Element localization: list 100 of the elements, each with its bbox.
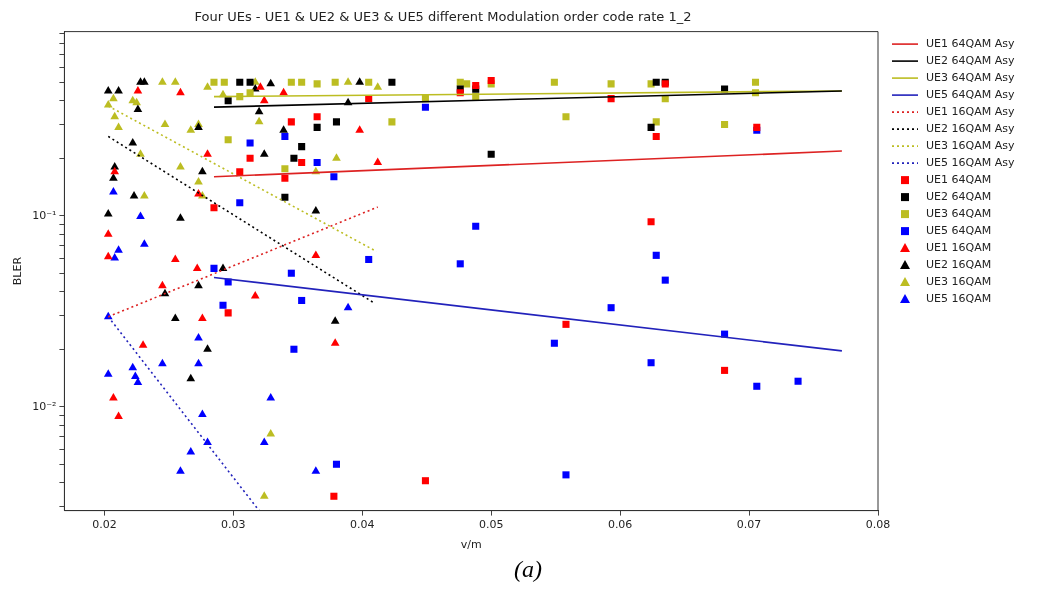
point (721, 121, 729, 129)
x-axis-title: v/m (460, 538, 482, 552)
point (421, 103, 429, 111)
point (158, 77, 167, 85)
legend-label: UE3 16QAM Asy (926, 138, 1015, 152)
point (472, 222, 480, 230)
point (203, 437, 212, 445)
point (259, 95, 269, 104)
point (487, 150, 495, 158)
point (224, 309, 232, 317)
point (647, 218, 655, 226)
point (298, 143, 306, 151)
point (170, 254, 180, 262)
point (331, 78, 339, 86)
point (194, 280, 203, 289)
point (203, 149, 212, 157)
point (332, 460, 340, 468)
point (343, 302, 353, 311)
point (114, 245, 123, 253)
point (298, 78, 306, 86)
legend-label: UE2 64QAM (926, 189, 992, 203)
point (136, 211, 145, 220)
point (103, 251, 113, 260)
point (158, 358, 167, 367)
point (236, 78, 244, 86)
point (170, 77, 180, 85)
point (114, 411, 123, 419)
point (246, 78, 254, 86)
point (103, 229, 113, 237)
point (421, 477, 429, 485)
point (355, 125, 365, 133)
point (456, 260, 464, 268)
point (109, 393, 118, 401)
point (203, 344, 212, 352)
point (279, 87, 288, 96)
point (652, 251, 660, 259)
point (343, 77, 353, 85)
point (652, 78, 660, 86)
point (259, 491, 269, 499)
point (103, 85, 113, 94)
point (170, 313, 180, 321)
text: (a) (513, 556, 543, 583)
point (224, 136, 232, 144)
legend-label: UE3 16QAM (926, 274, 992, 288)
point (136, 149, 145, 157)
point (313, 158, 321, 166)
chart-title: Four UEs - UE1 & UE2 & UE3 & UE5 different Modulation order code rate 1_2 (194, 9, 692, 25)
point (176, 213, 185, 221)
point (287, 269, 295, 277)
point (647, 359, 655, 367)
point (298, 296, 306, 305)
point (298, 158, 306, 166)
legend-label: UE2 16QAM Asy (926, 121, 1015, 135)
legend-label: UE1 64QAM Asy (926, 36, 1015, 50)
point (281, 174, 289, 182)
point (365, 78, 373, 86)
point (140, 239, 149, 247)
point (114, 122, 123, 130)
y-axis-title: BLER (11, 256, 25, 286)
point (110, 253, 120, 261)
point (203, 82, 212, 90)
point (140, 190, 149, 199)
x-tick-label: 0.08 (865, 518, 891, 532)
point (287, 78, 295, 86)
point (128, 138, 138, 146)
point (311, 250, 321, 258)
point (266, 78, 276, 87)
point (313, 123, 321, 131)
point (373, 82, 383, 90)
point (103, 369, 113, 377)
x-tick-label: 0.04 (350, 518, 375, 532)
point (652, 118, 660, 126)
point (114, 85, 123, 94)
point (158, 280, 167, 289)
point (281, 132, 289, 140)
point (129, 190, 139, 199)
point (365, 255, 373, 264)
legend-label: UE2 16QAM (926, 257, 992, 271)
legend-label: UE1 16QAM (926, 240, 992, 254)
point (254, 106, 264, 115)
point (198, 166, 207, 175)
point (224, 97, 232, 105)
point (313, 80, 321, 88)
point (607, 304, 615, 312)
point (279, 125, 288, 133)
point (607, 80, 615, 88)
point (210, 264, 218, 272)
point (256, 82, 265, 90)
point (103, 209, 113, 217)
point (192, 263, 202, 271)
point (463, 80, 471, 88)
point (186, 125, 196, 133)
point (373, 157, 383, 165)
point (311, 466, 321, 474)
x-tick-label: 0.07 (736, 518, 762, 532)
x-tick-label: 0.06 (607, 518, 633, 532)
point (236, 199, 244, 207)
point (794, 377, 802, 385)
legend-label: UE5 64QAM Asy (926, 87, 1015, 101)
point (388, 118, 396, 126)
